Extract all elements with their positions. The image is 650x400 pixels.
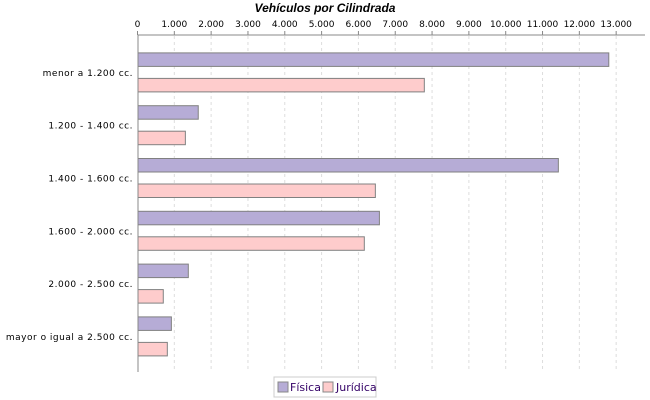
tick-label: 8.000: [419, 20, 445, 30]
chart-title: Vehículos por Cilindrada: [255, 1, 396, 15]
category-labels: menor a 1.200 cc. 1.200 - 1.400 cc. 1.400 …: [6, 69, 133, 343]
legend-label-juridica: Jurídica: [335, 381, 377, 394]
category-label: 1.200 - 1.400 cc.: [48, 122, 133, 132]
category-label: 1.400 - 1.600 cc.: [48, 175, 133, 185]
legend-swatch-fisica: [277, 381, 289, 393]
tick-label: 13.000: [600, 20, 632, 30]
legend-label-fisica: Física: [290, 381, 321, 394]
category-label: mayor o igual a 2.500 cc.: [6, 333, 133, 343]
tick-label: 6.000: [346, 20, 372, 30]
tick-label: 1.000: [161, 20, 187, 30]
bar-fisica: [137, 316, 172, 331]
tick-label: 7.000: [382, 20, 408, 30]
bar-juridica: [137, 341, 168, 357]
bar-juridica: [137, 77, 425, 93]
bar-fisica: [137, 210, 380, 226]
bar-juridica: [137, 183, 376, 198]
tick-label: 0: [135, 20, 141, 30]
bar-juridica: [137, 236, 365, 251]
bar-fisica: [137, 263, 189, 279]
tick-label: 3.000: [235, 20, 261, 30]
legend-swatch-juridica: [322, 381, 334, 393]
tick-label: 9.000: [456, 20, 482, 30]
legend: Física Jurídica: [273, 376, 377, 398]
bar-fisica: [137, 52, 610, 67]
bars: [137, 52, 610, 357]
value-axis-ticks: 0 1.000 2.000 3.000 4.000 5.000 6.000 7.000 8.00…: [135, 20, 632, 35]
bar-fisica: [137, 105, 199, 120]
category-label: 1.600 - 2.000 cc.: [48, 227, 133, 237]
tick-label: 4.000: [272, 20, 298, 30]
category-label: 2.000 - 2.500 cc.: [48, 280, 133, 290]
tick-label: 2.000: [198, 20, 224, 30]
tick-label: 11.000: [527, 20, 559, 30]
tick-label: 10.000: [490, 20, 522, 30]
tick-label: 12.000: [564, 20, 596, 30]
bar-juridica: [137, 289, 164, 304]
category-label: menor a 1.200 cc.: [43, 69, 133, 79]
bar-fisica: [137, 158, 559, 173]
bar-juridica: [137, 130, 186, 146]
tick-label: 5.000: [309, 20, 335, 30]
